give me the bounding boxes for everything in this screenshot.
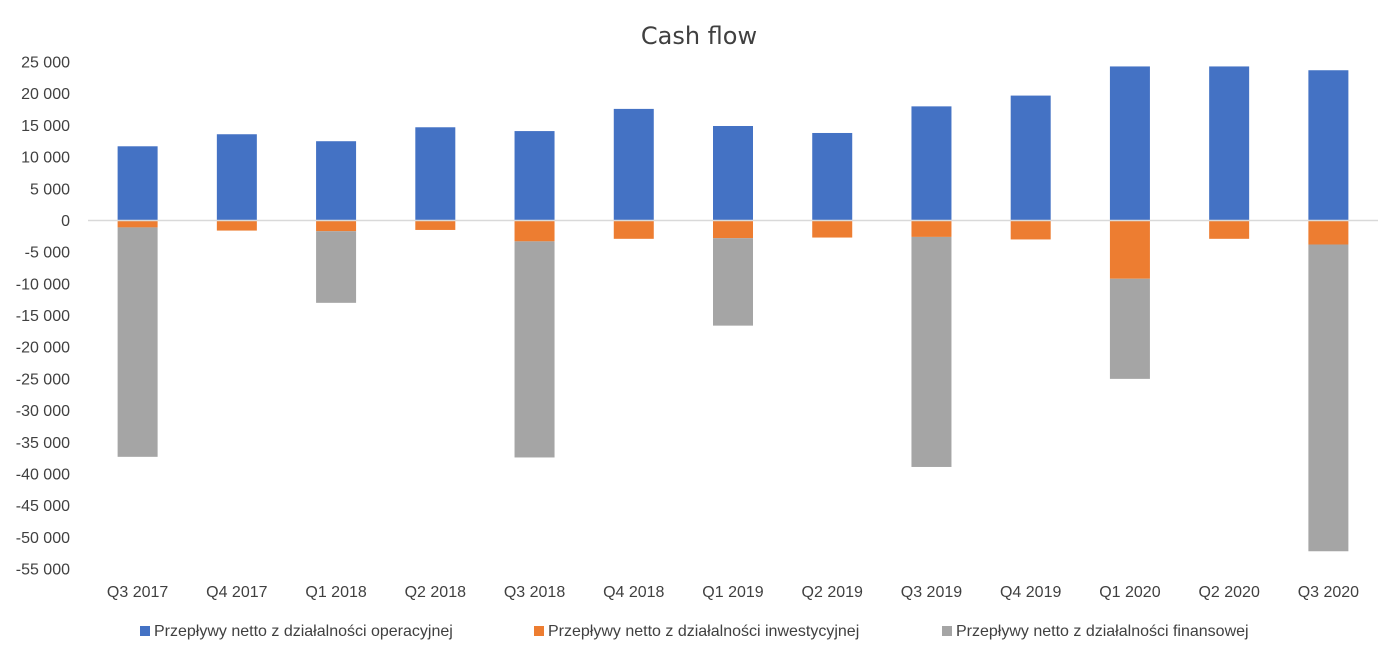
y-tick-label: -20 000: [16, 340, 70, 357]
investing-cash-flow-bar: [117, 220, 158, 228]
x-tick-label: Q4 2017: [206, 584, 267, 601]
investing-cash-flow-bar: [812, 220, 853, 238]
legend-label: Przepływy netto z działalności finansowe…: [956, 623, 1249, 640]
x-tick-label: Q2 2019: [802, 584, 863, 601]
y-tick-label: 25 000: [21, 55, 70, 72]
legend-swatch: [140, 626, 150, 636]
y-tick-label: -35 000: [16, 435, 70, 452]
investing-cash-flow-bar: [613, 220, 654, 239]
legend-swatch: [942, 626, 952, 636]
legend-label: Przepływy netto z działalności operacyjn…: [154, 623, 453, 640]
x-tick-label: Q1 2018: [305, 584, 366, 601]
y-tick-label: -10 000: [16, 276, 70, 293]
operating-cash-flow-bar: [613, 108, 654, 221]
x-tick-label: Q4 2018: [603, 584, 664, 601]
y-tick-label: -25 000: [16, 371, 70, 388]
y-tick-label: -50 000: [16, 530, 70, 547]
y-tick-label: 10 000: [21, 150, 70, 167]
y-tick-label: 5 000: [30, 181, 70, 198]
x-tick-label: Q3 2020: [1298, 584, 1359, 601]
financing-cash-flow-bar: [1308, 244, 1349, 552]
financing-cash-flow-bar: [713, 238, 753, 326]
financing-cash-flow-bar: [117, 227, 158, 457]
investing-cash-flow-bar: [713, 220, 753, 239]
investing-cash-flow-bar: [216, 220, 257, 231]
x-tick-label: Q4 2019: [1000, 584, 1061, 601]
legend-item-financing: Przepływy netto z działalności finansowe…: [942, 623, 1249, 640]
legend-swatch: [534, 626, 544, 636]
x-tick-label: Q3 2019: [901, 584, 962, 601]
operating-cash-flow-bar: [1010, 95, 1051, 221]
y-tick-label: -40 000: [16, 466, 70, 483]
legend-item-investing: Przepływy netto z działalności inwestycy…: [534, 623, 859, 640]
y-tick-label: 20 000: [21, 86, 70, 103]
x-axis-labels: Q3 2017 Q4 2017 Q1 2018 Q2 2018 Q3 2018 Q4 20…: [107, 584, 1359, 601]
y-tick-label: -55 000: [16, 562, 70, 579]
y-tick-label: -15 000: [16, 308, 70, 325]
investing-cash-flow-bar: [1109, 220, 1150, 279]
legend-item-operating: Przepływy netto z działalności operacyjn…: [140, 623, 453, 640]
x-tick-label: Q1 2020: [1099, 584, 1160, 601]
financing-cash-flow-bar: [911, 236, 952, 467]
chart-title: Cash flow: [641, 22, 757, 50]
x-tick-label: Q2 2018: [405, 584, 466, 601]
investing-cash-flow-bar: [911, 220, 952, 237]
y-tick-label: -5 000: [25, 245, 70, 262]
x-tick-label: Q2 2020: [1198, 584, 1259, 601]
financing-cash-flow-bar: [316, 231, 357, 303]
operating-cash-flow-bar: [514, 131, 555, 221]
legend-label: Przepływy netto z działalności inwestycy…: [548, 623, 859, 640]
y-tick-label: 0: [61, 213, 70, 230]
y-tick-label: -30 000: [16, 403, 70, 420]
investing-cash-flow-bar: [415, 220, 456, 230]
operating-cash-flow-bar: [415, 127, 456, 221]
financing-cash-flow-bar: [514, 241, 555, 458]
x-tick-label: Q3 2018: [504, 584, 565, 601]
operating-cash-flow-bar: [911, 106, 952, 221]
operating-cash-flow-bar: [216, 134, 257, 221]
operating-cash-flow-bar: [1109, 66, 1150, 221]
investing-cash-flow-bar: [316, 220, 357, 232]
investing-cash-flow-bar: [1209, 220, 1250, 239]
operating-cash-flow-bar: [316, 141, 357, 221]
financing-cash-flow-bar: [1109, 278, 1150, 379]
x-tick-label: Q3 2017: [107, 584, 168, 601]
operating-cash-flow-bar: [713, 126, 753, 221]
investing-cash-flow-bar: [1010, 220, 1051, 240]
operating-cash-flow-bar: [1308, 70, 1349, 221]
legend: Przepływy netto z działalności operacyjn…: [140, 623, 1249, 640]
y-tick-label: -45 000: [16, 498, 70, 515]
operating-cash-flow-bar: [117, 146, 158, 221]
bars: [117, 66, 1349, 552]
operating-cash-flow-bar: [812, 132, 853, 221]
investing-cash-flow-bar: [514, 220, 555, 242]
operating-cash-flow-bar: [1209, 66, 1250, 221]
x-tick-label: Q1 2019: [702, 584, 763, 601]
investing-cash-flow-bar: [1308, 220, 1349, 245]
y-tick-label: 15 000: [21, 118, 70, 135]
y-axis-labels: 25 000 20 000 15 000 10 000 5 000 0 -5 000 -10 …: [16, 55, 70, 579]
